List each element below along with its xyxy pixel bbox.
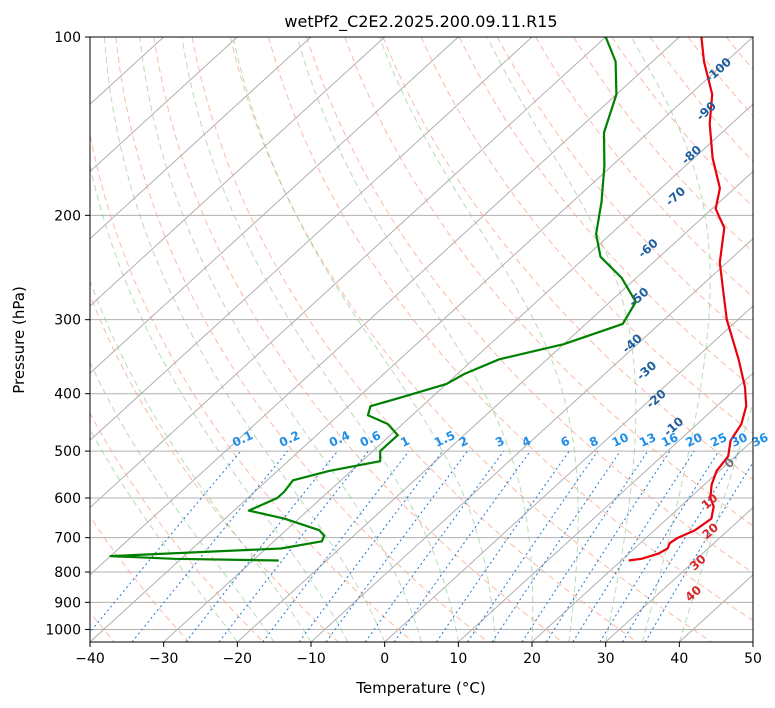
x-tick-label: −20 (223, 651, 253, 667)
dry-adiabat-60 (306, 37, 753, 574)
moist-adiabat-0 (103, 37, 386, 642)
x-tick-label: 40 (670, 651, 688, 667)
mixing-ratio-line-7 (364, 450, 505, 642)
mixing-ratio-label: 36 (749, 430, 770, 450)
y-tick-label: 600 (54, 491, 81, 507)
mixing-ratio-line-6 (325, 450, 468, 642)
mixing-ratio-line-17 (644, 461, 753, 642)
isotherm-30 (605, 506, 753, 642)
y-tick-label: 500 (54, 444, 81, 460)
mixing-ratio-line-16 (621, 450, 740, 642)
x-tick-label: −10 (296, 651, 326, 667)
moist-adiabat-10 (181, 37, 459, 642)
dewpoint-line (109, 37, 637, 562)
isotherm--50 (90, 37, 680, 576)
mixing-ratio-line-15 (599, 450, 720, 642)
y-axis: 100 200 300 400 500 600 700 800 900 1000 (45, 30, 90, 638)
dry-adiabat-80 (382, 37, 753, 481)
plot-frame (89, 36, 754, 643)
isotherm--80 (90, 37, 459, 374)
dry-adiabat-0 (90, 131, 414, 642)
moist-adiabat--20 (90, 428, 238, 642)
dry-adiabat-120 (535, 37, 753, 298)
isotherm--10 (310, 237, 753, 642)
mixing-ratio-label: 25 (708, 430, 729, 450)
x-axis: −40 −30 −20 −10 0 10 20 30 40 50 (75, 642, 762, 667)
mixing-ratio-label: 20 (683, 430, 704, 450)
y-tick-label: 300 (54, 313, 81, 329)
x-tick-label: 50 (744, 651, 762, 667)
x-tick-label: 30 (597, 651, 615, 667)
x-axis-label: Temperature (°C) (355, 679, 485, 697)
x-tick-label: 0 (380, 651, 389, 667)
isotherm--110 (90, 37, 238, 173)
isotherm-20 (531, 439, 753, 642)
isotherm-10 (457, 372, 753, 642)
mixing-ratio-line-13 (545, 450, 671, 642)
dry-adiabat-130 (573, 37, 753, 253)
dry-adiabat-50 (268, 37, 753, 622)
isotherm--30 (163, 103, 753, 642)
moist-adiabat-35 (630, 37, 711, 642)
moist-adiabat-5 (139, 37, 422, 642)
x-tick-label: 10 (449, 651, 467, 667)
moist-adiabat-25 (378, 37, 579, 642)
isotherm-0 (384, 305, 753, 642)
mixing-ratio-label: 10 (610, 430, 631, 450)
moist-adiabat--15 (90, 361, 275, 642)
isotherm--20 (236, 170, 753, 642)
isotherm--90 (90, 37, 386, 307)
moist-adiabat-20 (296, 37, 534, 642)
dry-adiabat-20 (153, 37, 563, 642)
sounding-curves (109, 37, 748, 562)
mixing-ratio-line-0 (90, 450, 242, 633)
dry-adiabat-10 (115, 37, 488, 642)
moist-adiabat-40 (678, 401, 753, 642)
x-tick-label: 20 (523, 651, 541, 667)
y-tick-label: 100 (54, 30, 81, 46)
isotherm--100 (90, 37, 312, 240)
dry-adiabat--30 (90, 515, 190, 642)
y-tick-label: 400 (54, 387, 81, 403)
temperature-line (628, 37, 748, 562)
y-tick-label: 200 (54, 208, 81, 224)
dry-adiabat-40 (229, 37, 712, 642)
dry-adiabat-70 (344, 37, 753, 527)
mixing-ratio-line-12 (521, 450, 649, 642)
isotherm--70 (90, 37, 533, 442)
y-axis-label: Pressure (hPa) (10, 286, 28, 394)
mixing-ratio-label: 16 (659, 430, 680, 450)
dry-adiabat-30 (191, 37, 638, 642)
y-tick-label: 700 (54, 531, 81, 547)
dry-adiabat--20 (90, 412, 264, 642)
moist-adiabat--5 (90, 163, 349, 642)
mixing-ratio-line-4 (262, 450, 410, 642)
y-tick-label: 900 (54, 595, 81, 611)
mixing-ratio-label: 13 (637, 430, 658, 450)
y-tick-label: 800 (54, 565, 81, 581)
mixing-ratio-line-8 (393, 450, 531, 642)
y-tick-label: 1000 (45, 622, 81, 638)
isotherm--60 (90, 37, 607, 509)
moist-adiabat-30 (486, 37, 637, 642)
dry-adiabat-90 (420, 37, 753, 435)
mixing-ratio-label: 30 (729, 430, 750, 450)
x-tick-label: −30 (149, 651, 179, 667)
x-tick-label: −40 (75, 651, 105, 667)
background-lines (90, 37, 753, 642)
moist-adiabat-15 (232, 37, 496, 642)
chart-title: wetPf2_C2E2.2025.200.09.11.R15 (284, 12, 557, 32)
mixing-ratio-line-1 (131, 450, 288, 642)
